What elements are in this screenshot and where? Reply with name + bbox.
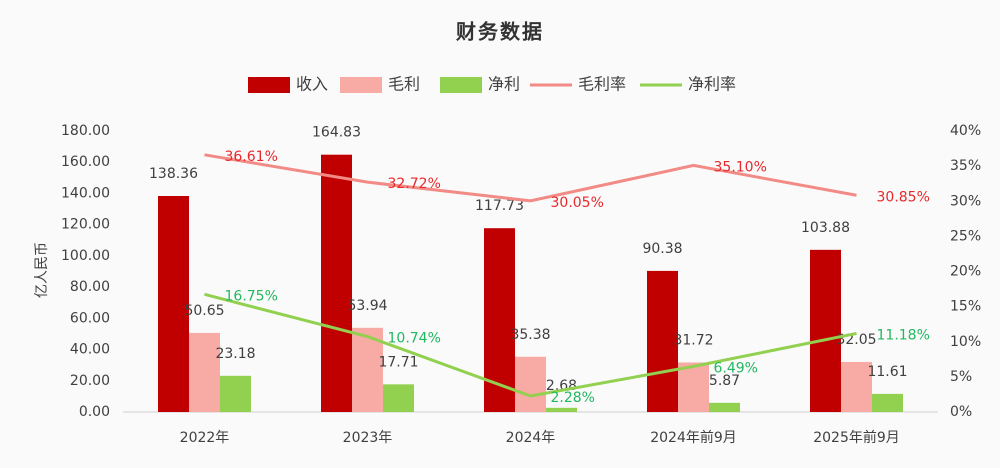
- legend-swatch: [440, 77, 482, 93]
- legend-label: 收入: [296, 75, 328, 94]
- line-value-label: 6.49%: [714, 360, 758, 376]
- bar-value-label: 164.83: [312, 125, 361, 141]
- bar: [810, 249, 841, 412]
- y-tick-label: 180.00: [61, 123, 110, 139]
- bar: [515, 356, 546, 412]
- y2-tick-label: 20%: [950, 264, 981, 280]
- y-tick-label: 40.00: [70, 342, 110, 358]
- legend-label: 净利率: [688, 75, 736, 94]
- legend-label: 净利: [488, 75, 520, 94]
- y-tick-label: 60.00: [70, 310, 110, 326]
- bar-value-label: 35.38: [510, 327, 550, 343]
- bar: [321, 154, 352, 412]
- line-value-label: 2.28%: [551, 390, 595, 406]
- line-value-label: 32.72%: [388, 176, 441, 192]
- y2-tick-label: 0%: [950, 404, 972, 420]
- bar-value-label: 11.61: [867, 364, 907, 380]
- bar-value-label: 53.94: [347, 298, 387, 314]
- line-value-label: 10.74%: [388, 331, 441, 347]
- line-value-label: 30.05%: [551, 195, 604, 211]
- y2-tick-label: 25%: [950, 228, 981, 244]
- line-value-label: 11.18%: [877, 327, 930, 343]
- line-value-label: 16.75%: [225, 288, 278, 304]
- bar: [189, 332, 220, 412]
- y2-tick-label: 35%: [950, 158, 981, 174]
- bar-value-label: 103.88: [801, 220, 850, 236]
- y-tick-label: 100.00: [61, 248, 110, 264]
- bar: [647, 270, 678, 412]
- line: [204, 292, 857, 398]
- y-tick-label: 20.00: [70, 373, 110, 389]
- bar-value-label: 5.87: [709, 373, 740, 389]
- bar: [709, 402, 740, 412]
- bar: [383, 384, 414, 412]
- line-value-label: 30.85%: [877, 189, 930, 205]
- bar: [220, 375, 251, 412]
- x-tick-label: 2025年前9月: [813, 429, 900, 446]
- legend-swatch: [340, 77, 382, 93]
- bar-value-label: 90.38: [642, 241, 682, 257]
- y2-tick-label: 40%: [950, 123, 981, 139]
- bar-value-label: 17.71: [378, 354, 418, 370]
- y2-tick-label: 30%: [950, 193, 981, 209]
- y-tick-label: 120.00: [61, 217, 110, 233]
- line-value-label: 36.61%: [225, 149, 278, 165]
- bar-value-label: 50.65: [184, 303, 224, 319]
- bar-value-label: 117.73: [475, 198, 524, 214]
- bar-value-label: 138.36: [149, 166, 198, 182]
- y2-tick-label: 15%: [950, 299, 981, 315]
- chart-title: 财务数据: [456, 20, 544, 44]
- x-tick-label: 2022年: [180, 430, 230, 446]
- line: [204, 153, 857, 203]
- x-tick-label: 2023年: [343, 430, 393, 446]
- line-value-label: 35.10%: [714, 159, 767, 175]
- y-tick-label: 80.00: [70, 279, 110, 295]
- bar: [546, 407, 577, 412]
- bar: [158, 196, 189, 412]
- y2-tick-label: 5%: [950, 369, 972, 385]
- x-tick-label: 2024年前9月: [650, 429, 737, 446]
- y2-tick-label: 10%: [950, 334, 981, 350]
- y-tick-label: 0.00: [79, 404, 110, 420]
- x-tick-label: 2024年: [506, 430, 556, 446]
- legend-label: 毛利率: [578, 75, 626, 94]
- legend-swatch: [248, 77, 290, 93]
- y-axis-label: 亿人民币: [34, 242, 50, 298]
- bar: [872, 393, 903, 412]
- y-tick-label: 160.00: [61, 154, 110, 170]
- bar-value-label: 23.18: [215, 346, 255, 362]
- bar-value-label: 31.72: [673, 332, 713, 348]
- bar: [678, 362, 709, 412]
- y-tick-label: 140.00: [61, 185, 110, 201]
- bar: [841, 361, 872, 412]
- legend-label: 毛利: [388, 75, 420, 94]
